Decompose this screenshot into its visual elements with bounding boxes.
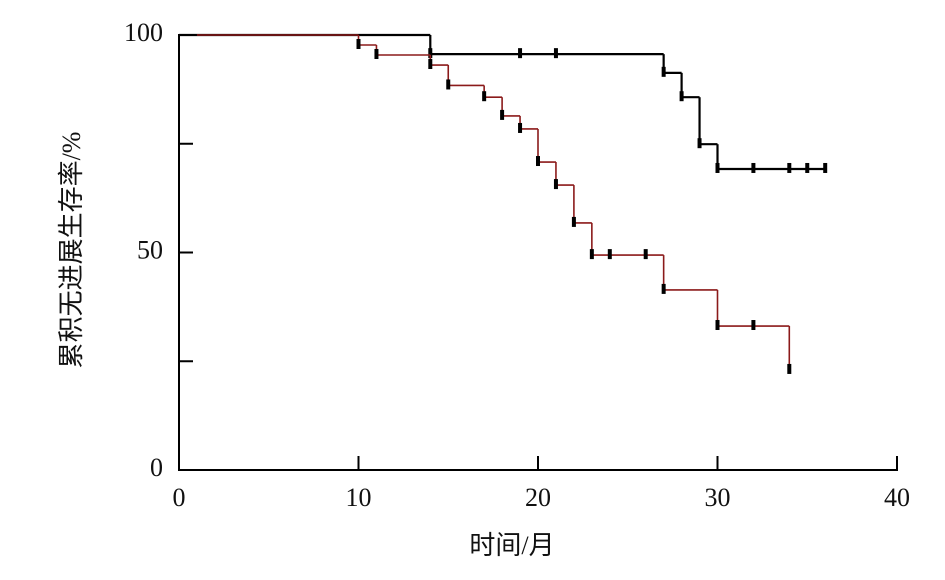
x-tick-label: 40 (884, 483, 910, 512)
y-tick-label: 50 (137, 235, 163, 264)
x-tick-label: 0 (173, 483, 186, 512)
y-tick-label: 0 (150, 453, 163, 482)
y-tick-label: 100 (124, 18, 163, 47)
x-tick-label: 30 (705, 483, 731, 512)
x-axis-label: 时间/月 (469, 531, 554, 560)
y-axis-label: 累积无进展生存率/% (57, 132, 86, 369)
x-tick-label: 20 (525, 483, 551, 512)
x-tick-label: 10 (346, 483, 372, 512)
